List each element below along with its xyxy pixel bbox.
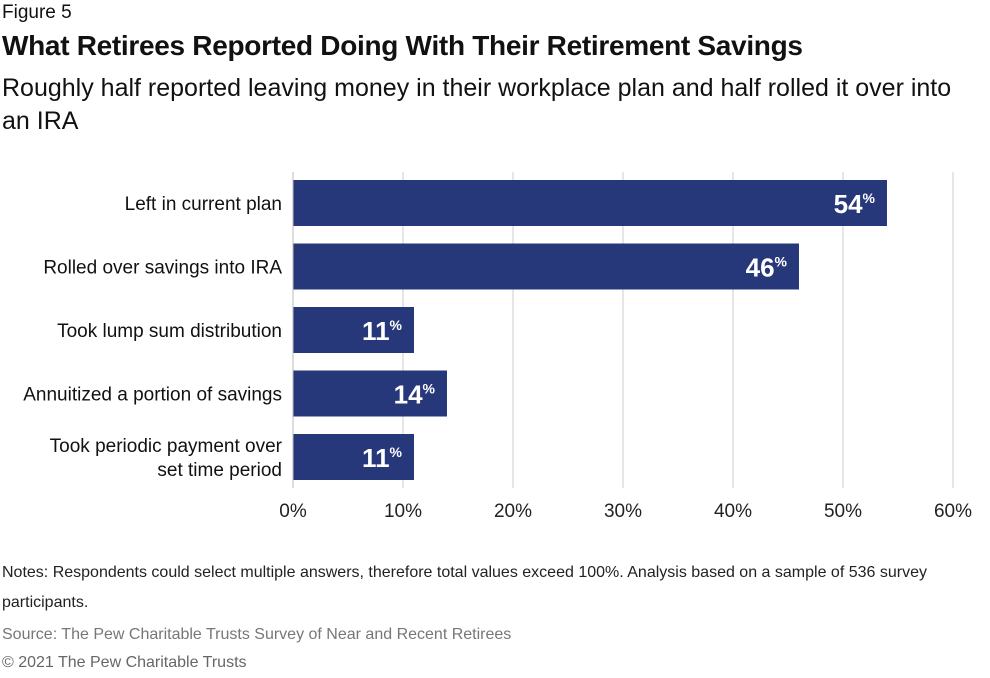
bar [293,370,447,417]
x-tick-label: 0% [279,501,307,522]
data-label: 11% [362,443,403,473]
category-label: Annuitized a portion of savings [23,385,282,406]
x-tick-label: 50% [824,501,862,522]
bar [293,243,799,290]
category-label: Rolled over savings into IRA [43,258,282,279]
data-label-suffix: % [390,317,403,333]
source: Source: The Pew Charitable Trusts Survey… [2,626,512,643]
data-label-value: 11 [362,316,390,346]
x-tick-label: 10% [384,501,422,522]
x-tick-label: 60% [934,501,972,522]
data-label-value: 14 [394,380,423,410]
category-label: Took lump sum distribution [57,321,282,342]
data-label: 46% [746,253,788,283]
data-label: 54% [834,189,876,219]
notes: Notes: Respondents could select multiple… [2,564,927,611]
data-label-suffix: % [423,381,436,397]
chart-title: What Retirees Reported Doing With Their … [2,30,803,61]
data-label-value: 54 [834,189,863,219]
bar [293,434,414,480]
data-label: 11% [362,316,403,346]
data-label-value: 46 [746,253,775,283]
bar-chart: 0% 10% 20% 30% 40% 50% 60% Left in current plan… [23,172,972,522]
x-tick-label: 30% [604,501,642,522]
data-label-suffix: % [390,444,403,460]
category-label: Took periodic payment over [50,436,283,457]
data-label-suffix: % [775,254,788,270]
copyright: © 2021 The Pew Charitable Trusts [2,654,247,671]
category-label: Left in current plan [125,194,282,215]
x-tick-label: 40% [714,501,752,522]
figure-label: Figure 5 [2,2,72,23]
bar [293,307,414,353]
bar [293,180,887,226]
x-tick-label: 20% [494,501,532,522]
chart-subtitle: Roughly half reported leaving money in t… [2,74,952,135]
data-label-suffix: % [863,190,876,206]
data-label-value: 11 [362,443,390,473]
data-label: 14% [394,380,436,410]
category-label: set time period [157,460,282,481]
